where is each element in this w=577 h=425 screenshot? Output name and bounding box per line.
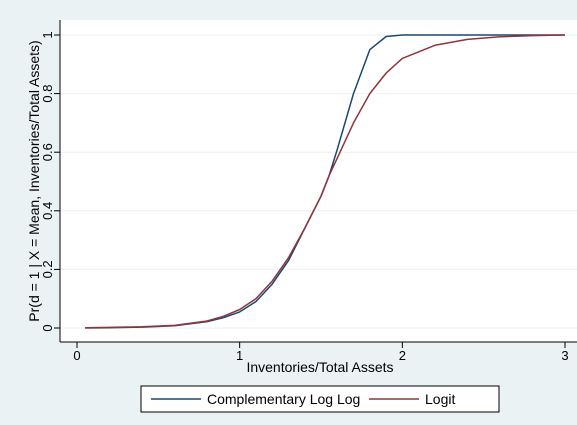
x-tick-label-2: 2 — [399, 348, 406, 363]
x-tick-label-0: 0 — [73, 348, 80, 363]
x-axis-ticks: 0 1 2 3 — [73, 342, 569, 363]
x-tick-label-3: 3 — [561, 348, 568, 363]
legend-label-logit: Logit — [425, 391, 455, 407]
series-lines — [85, 34, 566, 329]
y-tick-label-2: 0.4 — [40, 202, 55, 220]
y-tick-label-0: 0 — [40, 324, 55, 331]
legend-label-cloglog: Complementary Log Log — [207, 391, 360, 407]
x-axis-title: Inventories/Total Assets — [246, 359, 393, 375]
legend: Complementary Log Log Logit — [140, 385, 500, 413]
plot-area — [60, 20, 577, 342]
x-tick-label-1: 1 — [236, 348, 243, 363]
y-tick-label-5: 1 — [40, 31, 55, 38]
y-tick-label-1: 0.2 — [40, 260, 55, 278]
series-line-logit — [85, 34, 566, 329]
y-axis-title: Pr(d = 1 | X = Mean, Inventories/Total A… — [26, 40, 42, 321]
y-tick-label-3: 0.6 — [40, 143, 55, 161]
y-tick-label-4: 0.8 — [40, 85, 55, 103]
y-axis-ticks: 0 0.2 0.4 0.6 0.8 1 — [40, 31, 60, 332]
